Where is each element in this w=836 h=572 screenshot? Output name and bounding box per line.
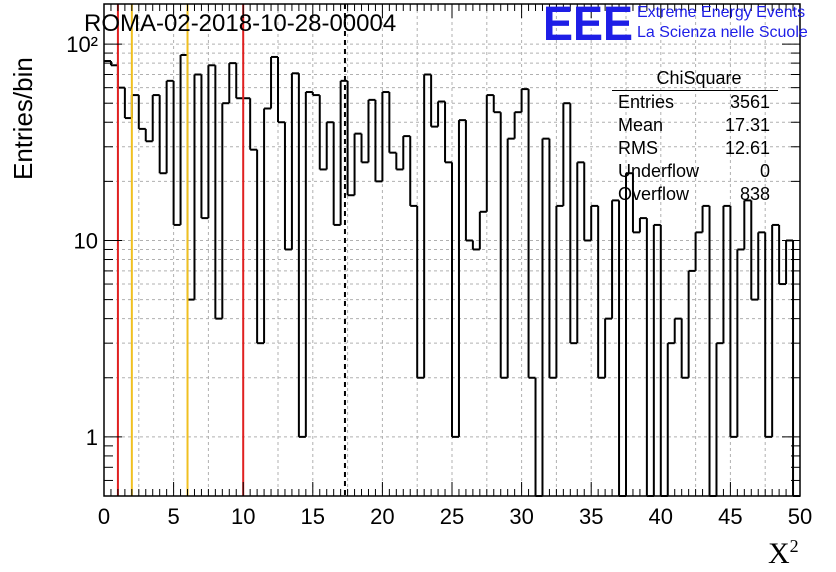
logo-letters: EEE (543, 0, 633, 44)
x-tick-label: 35 (579, 504, 603, 529)
x-axis-label-main: X (768, 537, 790, 570)
x-tick-label: 0 (98, 504, 110, 529)
x-tick-label: 20 (370, 504, 394, 529)
logo-line-1: Extreme Energy Events (637, 4, 806, 21)
stats-row-entries: Entries 3561 (612, 91, 778, 114)
stats-divider (612, 90, 778, 91)
x-tick-label: 30 (509, 504, 533, 529)
stats-value: 838 (739, 184, 770, 204)
x-tick-label: 5 (167, 504, 179, 529)
y-tick-label: 10² (66, 32, 98, 57)
stats-label: Overflow (618, 184, 690, 204)
stats-row-underflow: Underflow 0 (612, 160, 778, 183)
x-tick-label: 15 (301, 504, 325, 529)
stats-title: ChiSquare (656, 68, 742, 88)
x-axis-label-superscript: 2 (789, 536, 799, 556)
logo-line-2: La Scienza nelle Scuole (637, 24, 808, 41)
stats-value: 0 (759, 161, 770, 181)
stats-label: Entries (618, 92, 675, 112)
x-tick-label: 45 (718, 504, 742, 529)
logo-caption: Extreme Energy Events La Scienza nelle S… (637, 3, 808, 43)
x-tick-label: 50 (788, 504, 812, 529)
x-axis-label: X2 (768, 536, 799, 571)
stats-label: RMS (618, 138, 658, 158)
stats-row-rms: RMS 12.61 (612, 137, 778, 160)
y-axis-label: Entries/bin (8, 57, 38, 180)
stats-row-mean: Mean 17.31 (612, 114, 778, 137)
stats-value: 17.31 (724, 115, 770, 135)
stats-label: Mean (618, 115, 664, 135)
y-tick-label: 10 (74, 228, 98, 253)
y-tick-label: 1 (86, 425, 98, 450)
eee-logo: EEE (543, 0, 633, 44)
stats-label: Underflow (618, 161, 700, 181)
stats-value: 12.61 (724, 138, 770, 158)
run-title: ROMA-02-2018-10-28-00004 (84, 10, 397, 37)
x-tick-label: 40 (649, 504, 673, 529)
stats-row-overflow: Overflow 838 (612, 183, 778, 206)
x-tick-label: 10 (231, 504, 255, 529)
stats-value: 3561 (729, 92, 770, 112)
stats-box: ChiSquare Entries 3561 Mean 17.31 RMS 12.61… (612, 68, 778, 206)
x-tick-label: 25 (440, 504, 464, 529)
